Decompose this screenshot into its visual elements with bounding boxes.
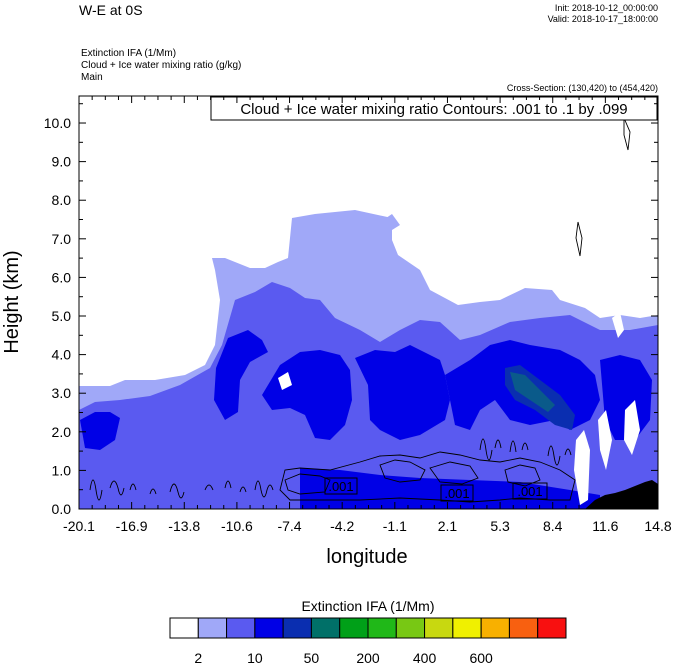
fill-level-dark-1 bbox=[80, 412, 120, 450]
colorbar-swatch bbox=[508, 617, 539, 639]
contour-line-loops-left bbox=[89, 479, 274, 501]
colorbar-swatch bbox=[395, 617, 426, 639]
contour-label-box-1 bbox=[324, 477, 358, 495]
field-description-3: Main bbox=[81, 72, 103, 83]
gap-1 bbox=[278, 372, 292, 390]
x-tick-label: -20.1 bbox=[63, 518, 95, 534]
colorbar-swatch bbox=[254, 617, 284, 639]
x-tick-label: -1.1 bbox=[383, 518, 407, 534]
y-axis: 0.0 1.0 2.0 3.0 4.0 5.0 6.0 7.0 8.0 9.0 10.0 bbox=[44, 103, 658, 517]
x-tick-label: 5.3 bbox=[490, 518, 510, 534]
colorbar-swatch bbox=[226, 617, 256, 639]
contour-line-inner-1 bbox=[284, 473, 331, 495]
x-tick-label: -7.4 bbox=[277, 518, 301, 534]
y-tick-label: 5.0 bbox=[52, 308, 72, 324]
x-tick-label: -10.6 bbox=[221, 518, 253, 534]
gap-3 bbox=[598, 410, 612, 470]
fill-level-dark-4 bbox=[355, 345, 450, 440]
y-tick-label: 7.0 bbox=[52, 231, 72, 247]
contour-label-2: .001 bbox=[444, 486, 469, 501]
fill-level-dark-2 bbox=[214, 330, 268, 420]
valid-time: Valid: 2018-10-17_18:00:00 bbox=[547, 14, 658, 24]
x-tick-label: 8.4 bbox=[543, 518, 563, 534]
colorbar-swatch bbox=[424, 617, 454, 639]
field-description-2: Cloud + Ice water mixing ratio (g/kg) bbox=[81, 60, 242, 71]
fill-level-dark-6 bbox=[600, 355, 652, 440]
contour-line-loops-upper bbox=[479, 438, 572, 466]
fill-level-dark-3 bbox=[262, 350, 352, 440]
y-tick-label: 10.0 bbox=[44, 115, 71, 131]
contour-label-box-3 bbox=[512, 482, 548, 500]
contour-label-box-2 bbox=[440, 484, 474, 502]
colorbar bbox=[169, 617, 567, 639]
gap-2 bbox=[574, 430, 590, 505]
x-axis: -20.1 -16.9 -13.8 -10.6 -7.4 -4.2 -1.1 2.1 5.3 8.… bbox=[63, 96, 672, 534]
colorbar-label: 600 bbox=[469, 650, 493, 666]
colorbar-swatch bbox=[537, 617, 567, 639]
colorbar-swatch bbox=[339, 617, 369, 639]
field-description-1: Extinction IFA (1/Mm) bbox=[81, 48, 177, 59]
x-tick-label: -13.8 bbox=[168, 518, 200, 534]
y-tick-label: 6.0 bbox=[52, 269, 72, 285]
colorbar-title: Extinction IFA (1/Mm) bbox=[301, 598, 434, 614]
y-tick-label: 1.0 bbox=[52, 462, 72, 478]
y-tick-label: 3.0 bbox=[52, 385, 72, 401]
colorbar-label: 200 bbox=[356, 650, 380, 666]
colorbar-swatch bbox=[282, 617, 312, 639]
colorbar-label: 50 bbox=[304, 650, 320, 666]
colorbar-label: 10 bbox=[247, 650, 263, 666]
y-tick-label: 2.0 bbox=[52, 424, 72, 440]
colorbar-swatch bbox=[367, 617, 397, 639]
y-tick-label: 4.0 bbox=[52, 347, 72, 363]
contour-lines bbox=[89, 117, 631, 503]
fill-level-teal bbox=[510, 372, 555, 412]
colorbar-swatch bbox=[310, 617, 341, 639]
gap-5 bbox=[612, 312, 624, 338]
gap-4 bbox=[624, 400, 640, 455]
contour-label-group: .001 .001 .001 bbox=[324, 477, 548, 502]
colorbar-swatch bbox=[169, 617, 199, 639]
x-tick-label: -4.2 bbox=[330, 518, 354, 534]
x-tick-label: 2.1 bbox=[438, 518, 458, 534]
colorbar-swatch bbox=[197, 617, 228, 639]
y-tick-label: 8.0 bbox=[52, 192, 72, 208]
init-time: Init: 2018-10-12_00:00:00 bbox=[554, 3, 658, 13]
colorbar-swatch bbox=[452, 617, 482, 639]
chart-title: W-E at 0S bbox=[79, 2, 143, 18]
contour-line-inner-4 bbox=[504, 464, 541, 487]
contour-label-1: .001 bbox=[328, 479, 353, 494]
terrain bbox=[585, 480, 658, 509]
cross-section-label: Cross-Section: (130,420) to (454,420) bbox=[506, 83, 658, 93]
y-tick-label: 0.0 bbox=[52, 501, 72, 517]
contour-line-inner-3 bbox=[429, 461, 479, 485]
y-tick-label: 9.0 bbox=[52, 154, 72, 170]
contour-line-inner-2 bbox=[379, 459, 426, 483]
contour-line-high-1 bbox=[575, 221, 583, 257]
x-tick-label: 14.8 bbox=[644, 518, 671, 534]
fill-level-light-cap bbox=[380, 214, 400, 230]
colorbar-swatch bbox=[480, 617, 510, 639]
contour-line-high-2 bbox=[623, 117, 631, 151]
x-tick-label: 11.6 bbox=[592, 518, 618, 534]
y-axis-title: Height (km) bbox=[1, 250, 23, 353]
colorbar-labels: 2 10 50 200 400 600 bbox=[194, 650, 493, 666]
colorbar-label: 400 bbox=[413, 650, 437, 666]
colorbar-label: 2 bbox=[194, 650, 202, 666]
contour-label-3: .001 bbox=[517, 484, 542, 499]
x-tick-label: -16.9 bbox=[116, 518, 148, 534]
contour-annotation: Cloud + Ice water mixing ratio Contours:… bbox=[240, 101, 627, 118]
contour-fills bbox=[79, 210, 658, 509]
contour-line-main bbox=[279, 451, 576, 503]
x-axis-title: longitude bbox=[326, 546, 407, 568]
fill-level-medium bbox=[79, 282, 658, 509]
